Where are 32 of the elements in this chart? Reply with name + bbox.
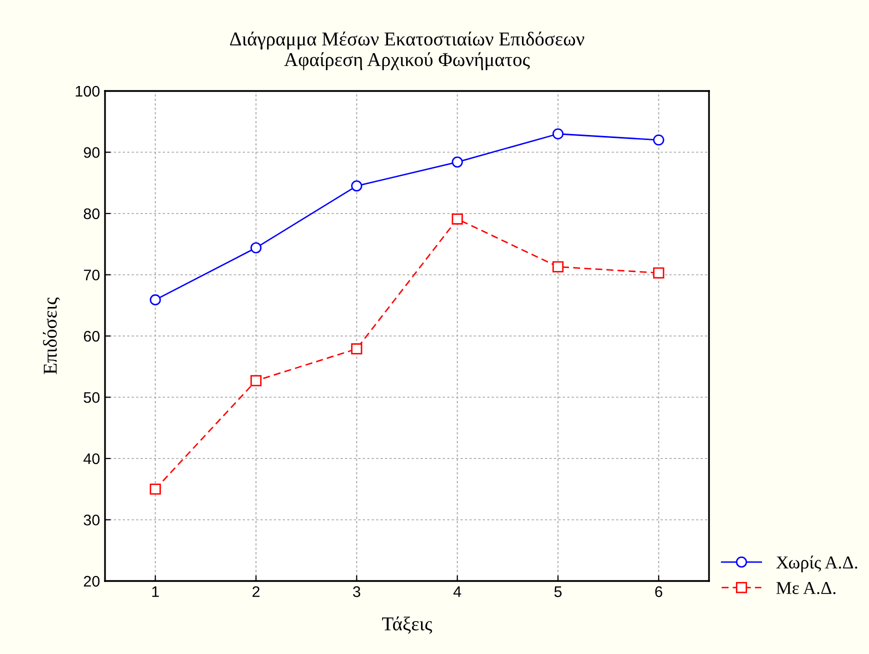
point <box>150 484 161 495</box>
point <box>552 261 564 272</box>
point <box>452 213 463 225</box>
point <box>351 180 362 192</box>
point <box>250 242 262 254</box>
x-tick-label: 5 <box>554 586 562 598</box>
x-tick-label: 3 <box>353 586 360 598</box>
x-tick-label: 1 <box>152 586 159 597</box>
y-tick-label: 50 <box>84 392 100 403</box>
point <box>653 134 664 146</box>
y-tick-label: 100 <box>76 86 100 97</box>
point <box>653 267 664 278</box>
y-axis-title: Επιδόσεις <box>42 297 60 374</box>
x-axis-title: Τάξεις <box>382 616 432 634</box>
y-tick-label: 80 <box>84 208 100 220</box>
x-tick-label: 4 <box>453 586 462 597</box>
legend-label: Με Α.Δ. <box>776 582 836 594</box>
y-tick-label: 90 <box>84 147 100 158</box>
point <box>250 375 262 386</box>
x-tick-label: 2 <box>252 586 260 597</box>
point <box>552 128 564 140</box>
y-tick-label: 20 <box>84 576 100 587</box>
y-tick-label: 40 <box>84 453 100 464</box>
point <box>351 343 362 354</box>
y-tick-label: 30 <box>84 514 100 526</box>
chart-title: Διάγραμμα Μέσων Εκατοστιαίων Επιδόσεων Αφαίρεση Αρχικού Φωνήματος <box>230 32 584 70</box>
x-tick-label: 6 <box>655 586 662 598</box>
legend-label: Χωρίς Α.Δ. <box>776 556 858 572</box>
y-tick-label: 70 <box>84 270 100 280</box>
y-tick-label: 60 <box>84 330 100 342</box>
point <box>452 156 463 168</box>
point <box>150 294 161 306</box>
